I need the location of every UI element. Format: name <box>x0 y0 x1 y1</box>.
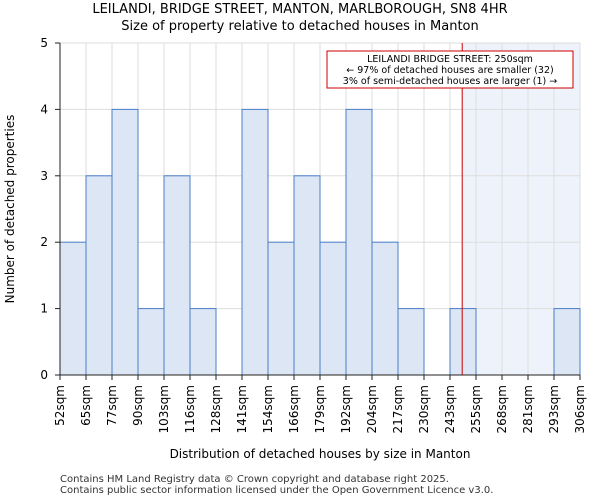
annotation-text: LEILANDI BRIDGE STREET: 250sqm <box>367 54 533 65</box>
bar <box>85 175 113 376</box>
bar <box>59 241 87 376</box>
bar <box>397 308 425 376</box>
annotation-text: 3% of semi-detached houses are larger (1… <box>343 76 557 87</box>
x-tick-label: 116sqm <box>183 385 197 433</box>
x-tick-label: 255sqm <box>469 385 483 433</box>
x-tick-label: 230sqm <box>417 385 431 433</box>
x-tick-label: 204sqm <box>365 385 379 433</box>
footer-copyright: Contains HM Land Registry data © Crown c… <box>60 474 449 485</box>
x-tick-label: 192sqm <box>339 385 353 433</box>
y-tick-label: 1 <box>40 302 48 316</box>
x-tick-label: 52sqm <box>53 385 67 426</box>
annotation-box <box>326 50 574 89</box>
x-tick-label: 293sqm <box>547 385 561 433</box>
x-tick-label: 166sqm <box>287 385 301 433</box>
x-tick-label: 306sqm <box>573 385 587 433</box>
x-tick-label: 281sqm <box>521 385 535 433</box>
annotation-text: ← 97% of detached houses are smaller (32… <box>346 65 553 76</box>
y-tick-label: 2 <box>40 235 48 249</box>
x-tick-label: 268sqm <box>495 385 509 433</box>
bar <box>345 108 373 376</box>
bar <box>293 175 321 376</box>
bar <box>449 308 477 376</box>
bar <box>137 308 165 376</box>
x-tick-label: 154sqm <box>261 385 275 433</box>
x-axis-label: Distribution of detached houses by size … <box>170 447 471 461</box>
bar <box>553 308 581 376</box>
bar <box>111 108 139 376</box>
bar <box>371 241 399 376</box>
x-tick-label: 243sqm <box>443 385 457 433</box>
chart-title: LEILANDI, BRIDGE STREET, MANTON, MARLBOR… <box>92 2 508 17</box>
bar <box>189 308 217 376</box>
chart-subtitle: Size of property relative to detached ho… <box>121 19 479 34</box>
bar <box>241 108 269 376</box>
y-axis-label: Number of detached properties <box>3 115 17 304</box>
x-tick-label: 141sqm <box>235 385 249 433</box>
y-tick-label: 5 <box>40 36 48 50</box>
x-tick-label: 65sqm <box>79 385 93 426</box>
y-tick-label: 3 <box>40 169 48 183</box>
bar <box>163 175 191 376</box>
x-tick-label: 90sqm <box>131 385 145 426</box>
y-tick-label: 0 <box>40 368 48 382</box>
bar <box>319 241 347 376</box>
x-tick-label: 77sqm <box>105 385 119 426</box>
x-tick-label: 103sqm <box>157 385 171 433</box>
x-tick-label: 128sqm <box>209 385 223 433</box>
bar <box>267 241 295 376</box>
x-tick-label: 217sqm <box>391 385 405 433</box>
x-tick-label: 179sqm <box>313 385 327 433</box>
y-tick-label: 4 <box>40 102 48 116</box>
footer-licence: Contains public sector information licen… <box>60 485 494 496</box>
